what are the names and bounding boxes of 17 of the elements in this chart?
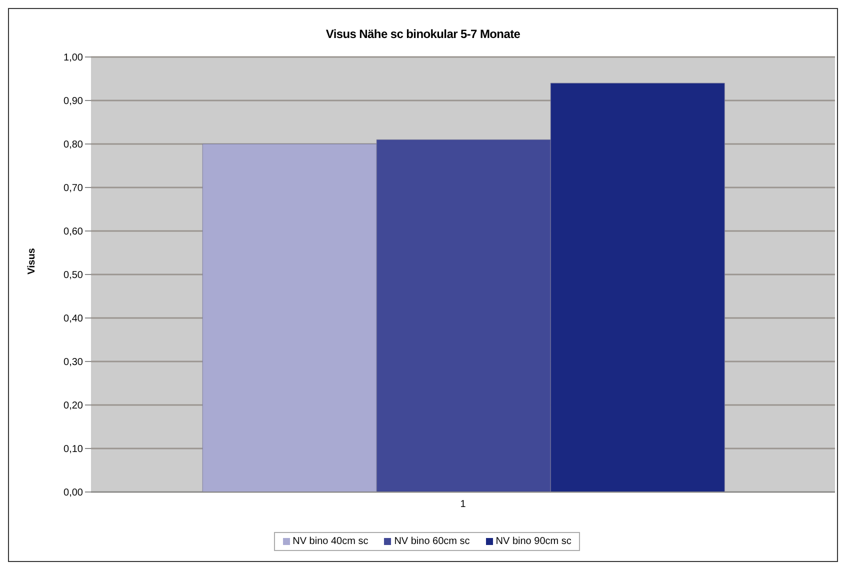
y-axis-title: Visus: [26, 248, 38, 274]
y-tick-label: 0,90: [64, 96, 84, 108]
legend-label: NV bino 40cm sc: [292, 536, 368, 547]
y-tick-label: 0,10: [64, 444, 84, 456]
y-tick-label: 0,50: [64, 270, 84, 282]
y-tick-label: 1,00: [64, 52, 84, 64]
legend-label: NV bino 90cm sc: [494, 536, 572, 547]
y-tick-label: 0,30: [64, 357, 84, 368]
y-tick-label: 0,70: [64, 183, 84, 194]
y-tick-label: 0,80: [64, 140, 84, 151]
chart-title: Visus Nähe sc binokular 5-7 Monate: [324, 27, 522, 41]
y-tick-label: 0,40: [64, 314, 84, 325]
y-tick-label: 0,60: [64, 226, 84, 238]
x-tick-label: 1: [460, 499, 466, 510]
y-tick-label: 0,20: [64, 400, 84, 412]
y-tick-label: 0,00: [64, 488, 84, 499]
legend-label: NV bino 60cm sc: [393, 536, 470, 547]
